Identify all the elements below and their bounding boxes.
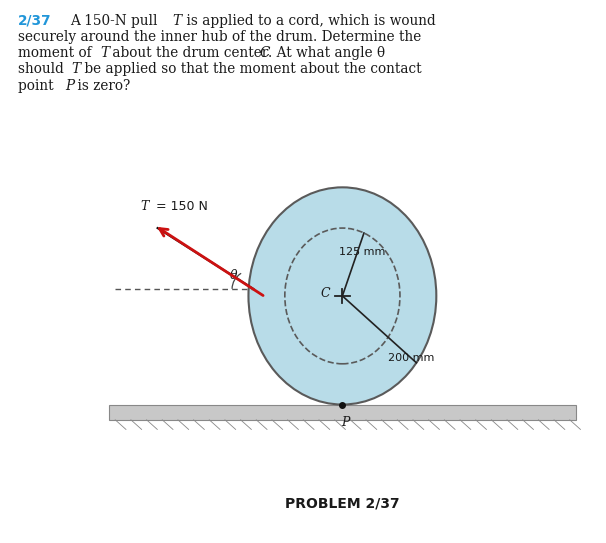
Text: PROBLEM 2/37: PROBLEM 2/37: [285, 496, 400, 510]
Text: 200 mm: 200 mm: [388, 353, 435, 363]
Text: be applied so that the moment about the contact: be applied so that the moment about the …: [80, 62, 422, 77]
Text: T: T: [173, 14, 182, 28]
Text: T: T: [140, 200, 148, 213]
Text: A 150-N pull: A 150-N pull: [70, 14, 162, 28]
Text: is applied to a cord, which is wound: is applied to a cord, which is wound: [182, 14, 436, 28]
Text: = 150 N: = 150 N: [152, 200, 207, 213]
Text: . At what angle θ: . At what angle θ: [268, 46, 385, 60]
Bar: [109, 405, 576, 420]
Text: should: should: [18, 62, 68, 77]
Text: 125 mm: 125 mm: [339, 247, 386, 257]
Text: about the drum center: about the drum center: [108, 46, 273, 60]
Text: is zero?: is zero?: [73, 79, 130, 93]
Text: C: C: [320, 287, 330, 300]
Text: P: P: [65, 79, 74, 93]
Text: C: C: [259, 46, 270, 60]
Text: moment of: moment of: [18, 46, 96, 60]
Text: θ: θ: [230, 269, 238, 282]
Text: point: point: [18, 79, 58, 93]
Text: securely around the inner hub of the drum. Determine the: securely around the inner hub of the dru…: [18, 30, 421, 44]
Text: P: P: [341, 416, 350, 430]
Text: 2/37: 2/37: [18, 14, 52, 28]
Text: T: T: [100, 46, 109, 60]
Ellipse shape: [248, 187, 436, 405]
Text: T: T: [72, 62, 81, 77]
